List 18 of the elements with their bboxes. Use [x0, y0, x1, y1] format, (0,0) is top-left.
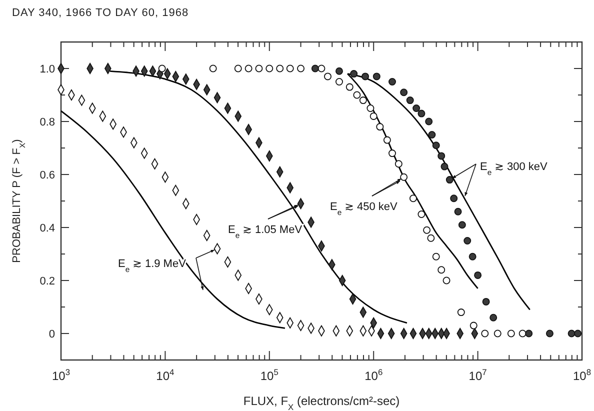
x-tick-label: 10$^{3}$	[52, 367, 70, 383]
annotation: E$_{e}$ ≳ 1.05 MeV	[228, 224, 303, 240]
x-tick-label: 10$^{7}$	[468, 367, 488, 383]
annotation: E$_{e}$ ≳ 300 keV	[480, 161, 548, 176]
y-tick-label: 0.8	[40, 116, 55, 128]
chart-title: DAY 340, 1966 TO DAY 60, 1968	[12, 7, 189, 19]
annotation: E$_{e}$ ≳ 1.9 MeV	[118, 258, 187, 274]
x-tick-label: 10$^{6}$	[364, 367, 383, 383]
x-tick-label: 10$^{8}$	[572, 367, 592, 383]
x-tick-label: 10$^{5}$	[260, 367, 279, 383]
y-tick-label: 0	[48, 328, 55, 340]
y-tick-label: 0.4	[40, 222, 55, 234]
y-tick-label: 1.0	[40, 64, 55, 76]
x-tick-label: 10$^{4}$	[156, 367, 175, 383]
annotation: E$_{e}$ ≳ 450 keV	[330, 201, 398, 216]
x-axis-title: FLUX, F$_{X}$ (electrons/cm²-sec)	[243, 394, 400, 411]
y-tick-label: 0.2	[40, 276, 55, 288]
y-tick-label: 0.6	[40, 170, 55, 182]
